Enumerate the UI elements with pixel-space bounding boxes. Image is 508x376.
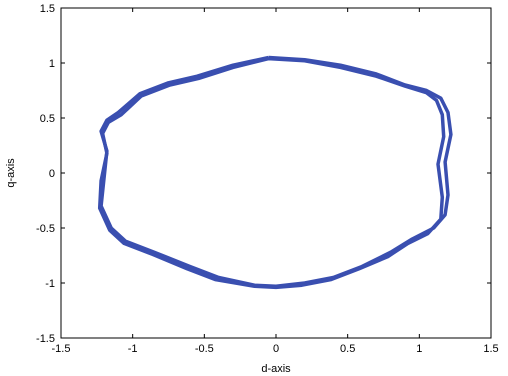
x-tick-label: 0.5: [340, 343, 355, 355]
y-tick-label: 1: [49, 58, 55, 70]
x-tick-label: 1: [416, 343, 422, 355]
x-tick-label: -0.5: [195, 343, 214, 355]
y-tick-label: 0.5: [40, 113, 55, 125]
x-tick-label: -1: [128, 343, 138, 355]
x-tick-label: 1.5: [483, 343, 498, 355]
y-tick-label: 1.5: [40, 3, 55, 15]
plot-area: [61, 8, 491, 338]
y-tick-label: 0: [49, 168, 55, 180]
series-layer: [97, 55, 453, 290]
y-axis-title: q-axis: [5, 158, 17, 188]
x-tick-label: 0: [273, 343, 279, 355]
tick-layer: -1.5 -1 -0.5 0 0.5 1 1.5 -1.5 -1 -0.5 0 0.5 1 1.5: [36, 3, 499, 355]
series-line-2: [97, 56, 446, 290]
y-tick-label: -1.5: [36, 333, 55, 345]
y-tick-label: -1: [45, 278, 55, 290]
y-tick-label: -0.5: [36, 223, 55, 235]
x-axis-title: d-axis: [261, 363, 291, 375]
x-tick-label: -1.5: [52, 343, 71, 355]
